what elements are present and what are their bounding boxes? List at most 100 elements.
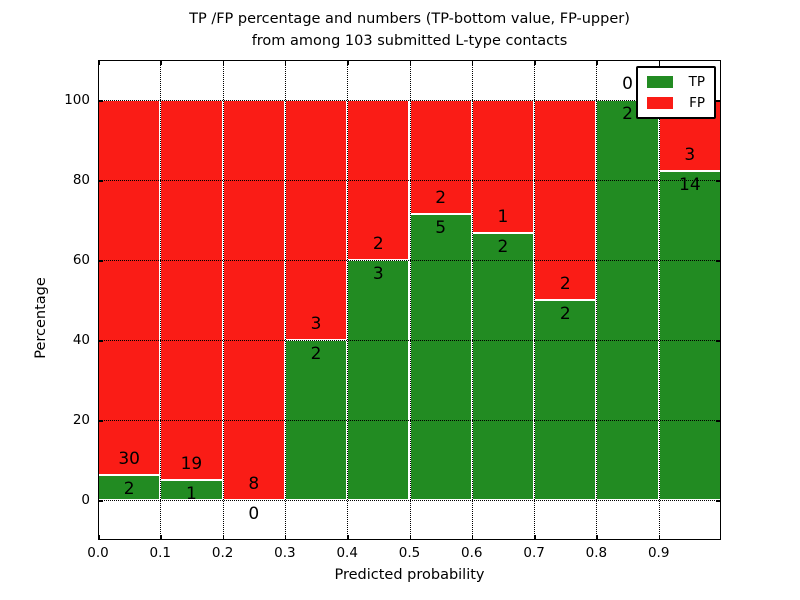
tick-mark	[658, 60, 661, 65]
gridline-h	[98, 180, 721, 181]
bar-fp-segment	[284, 100, 348, 340]
tick-mark	[98, 340, 103, 342]
tick-mark	[160, 535, 162, 540]
gridline-v	[471, 60, 473, 540]
x-tick-label: 0.7	[523, 545, 545, 561]
tick-mark	[98, 420, 103, 422]
tp-count-label: 1	[186, 484, 197, 504]
tick-mark	[98, 500, 103, 502]
bar-fp-segment	[222, 100, 285, 500]
tick-mark	[409, 60, 412, 65]
tick-mark	[716, 420, 721, 422]
fp-count-label: 19	[180, 454, 203, 474]
bar-tp-segment	[534, 300, 597, 500]
y-tick-label: 60	[72, 252, 90, 268]
tp-count-label: 2	[622, 104, 633, 124]
tick-mark	[222, 535, 225, 540]
bar-tp-segment	[160, 480, 223, 500]
tp-count-label: 14	[679, 174, 701, 195]
bar-fp-segment	[471, 100, 535, 234]
bars-layer	[98, 60, 721, 540]
gridline-h	[98, 340, 721, 341]
tick-marks-layer	[98, 60, 721, 540]
tick-mark	[716, 100, 721, 102]
fp-count-label: 30	[118, 449, 140, 469]
gridline-v	[534, 60, 536, 540]
grid-layer	[98, 60, 721, 540]
tick-mark	[716, 340, 721, 342]
tick-mark	[596, 535, 598, 540]
x-tick-label: 0.1	[149, 545, 172, 561]
bar-tp-segment	[658, 170, 721, 500]
bar-annotations-layer: 30 2 19 1 8 0 3 2 2 3 2 5 1 2 2 2 0 2 3 14	[98, 60, 721, 540]
tick-mark	[160, 60, 162, 65]
bar-fp-segment	[347, 100, 410, 260]
x-tick-label: 0.3	[274, 545, 296, 561]
legend: TP FP	[636, 66, 716, 119]
x-tick-label: 0.0	[87, 545, 109, 561]
tick-mark	[716, 500, 721, 502]
x-tick-label: 0.8	[585, 545, 608, 561]
legend-item-fp: FP	[647, 95, 705, 111]
tick-mark	[471, 535, 474, 540]
tp-count-label: 2	[559, 304, 571, 324]
plot-area: 30 2 19 1 8 0 3 2 2 3 2 5 1 2 2 2 0 2 3 14 TP FP	[98, 60, 721, 540]
gridline-v	[409, 60, 411, 540]
legend-label-fp: FP	[689, 95, 705, 111]
gridline-v	[658, 60, 660, 540]
tp-count-label: 3	[372, 264, 384, 284]
tick-mark	[534, 535, 536, 540]
gridline-v	[347, 60, 349, 540]
fp-count-label: 1	[497, 207, 509, 228]
bar-tp-segment	[284, 340, 348, 500]
tick-mark	[284, 535, 287, 540]
tick-mark	[347, 535, 349, 540]
fp-count-label: 0	[622, 74, 633, 94]
x-tick-label: 0.9	[647, 545, 670, 561]
gridline-h	[98, 500, 721, 501]
tp-count-label: 5	[435, 218, 447, 239]
tick-mark	[409, 535, 412, 540]
tick-mark	[284, 60, 287, 65]
plot-frame	[98, 60, 721, 540]
fp-count-label: 8	[248, 474, 260, 494]
chart-title-line2: from among 103 submitted L-type contacts	[251, 33, 568, 49]
y-tick-label: 20	[72, 412, 90, 428]
x-axis-label: Predicted probability	[334, 567, 485, 583]
gridline-h	[98, 260, 721, 261]
bar-fp-segment	[534, 100, 597, 300]
x-tick-label: 0.4	[336, 545, 358, 561]
bar-tp-segment	[347, 260, 410, 500]
y-tick-label: 40	[72, 332, 90, 348]
y-tick-label: 80	[72, 172, 90, 188]
legend-item-tp: TP	[647, 74, 705, 90]
tick-mark	[471, 60, 474, 65]
bar-tp-segment	[596, 100, 659, 500]
bar-fp-segment	[98, 100, 161, 475]
gridline-v	[596, 60, 598, 540]
gridline-v	[222, 60, 224, 540]
legend-label-tp: TP	[688, 74, 705, 90]
tick-mark	[98, 260, 103, 262]
y-tick-label: 100	[64, 92, 90, 108]
tp-count-label: 0	[248, 504, 260, 524]
fp-count-label: 3	[310, 314, 322, 334]
x-tick-label: 0.6	[461, 545, 483, 561]
fp-count-label: 2	[559, 274, 571, 294]
gridline-v	[284, 60, 286, 540]
y-tick-label: 0	[81, 492, 90, 508]
tick-mark	[716, 180, 721, 182]
gridline-h	[98, 420, 721, 421]
fp-count-label: 2	[372, 234, 384, 254]
tick-mark	[534, 60, 536, 65]
chart-title: TP /FP percentage and numbers (TP-bottom…	[98, 8, 721, 52]
tick-mark	[716, 260, 721, 262]
legend-swatch-fp	[647, 97, 673, 109]
tick-mark	[658, 535, 661, 540]
tp-count-label: 2	[497, 237, 509, 258]
x-tick-label: 0.2	[211, 545, 234, 561]
tick-mark	[98, 535, 100, 540]
tp-count-label: 2	[123, 479, 135, 499]
tick-mark	[347, 60, 349, 65]
